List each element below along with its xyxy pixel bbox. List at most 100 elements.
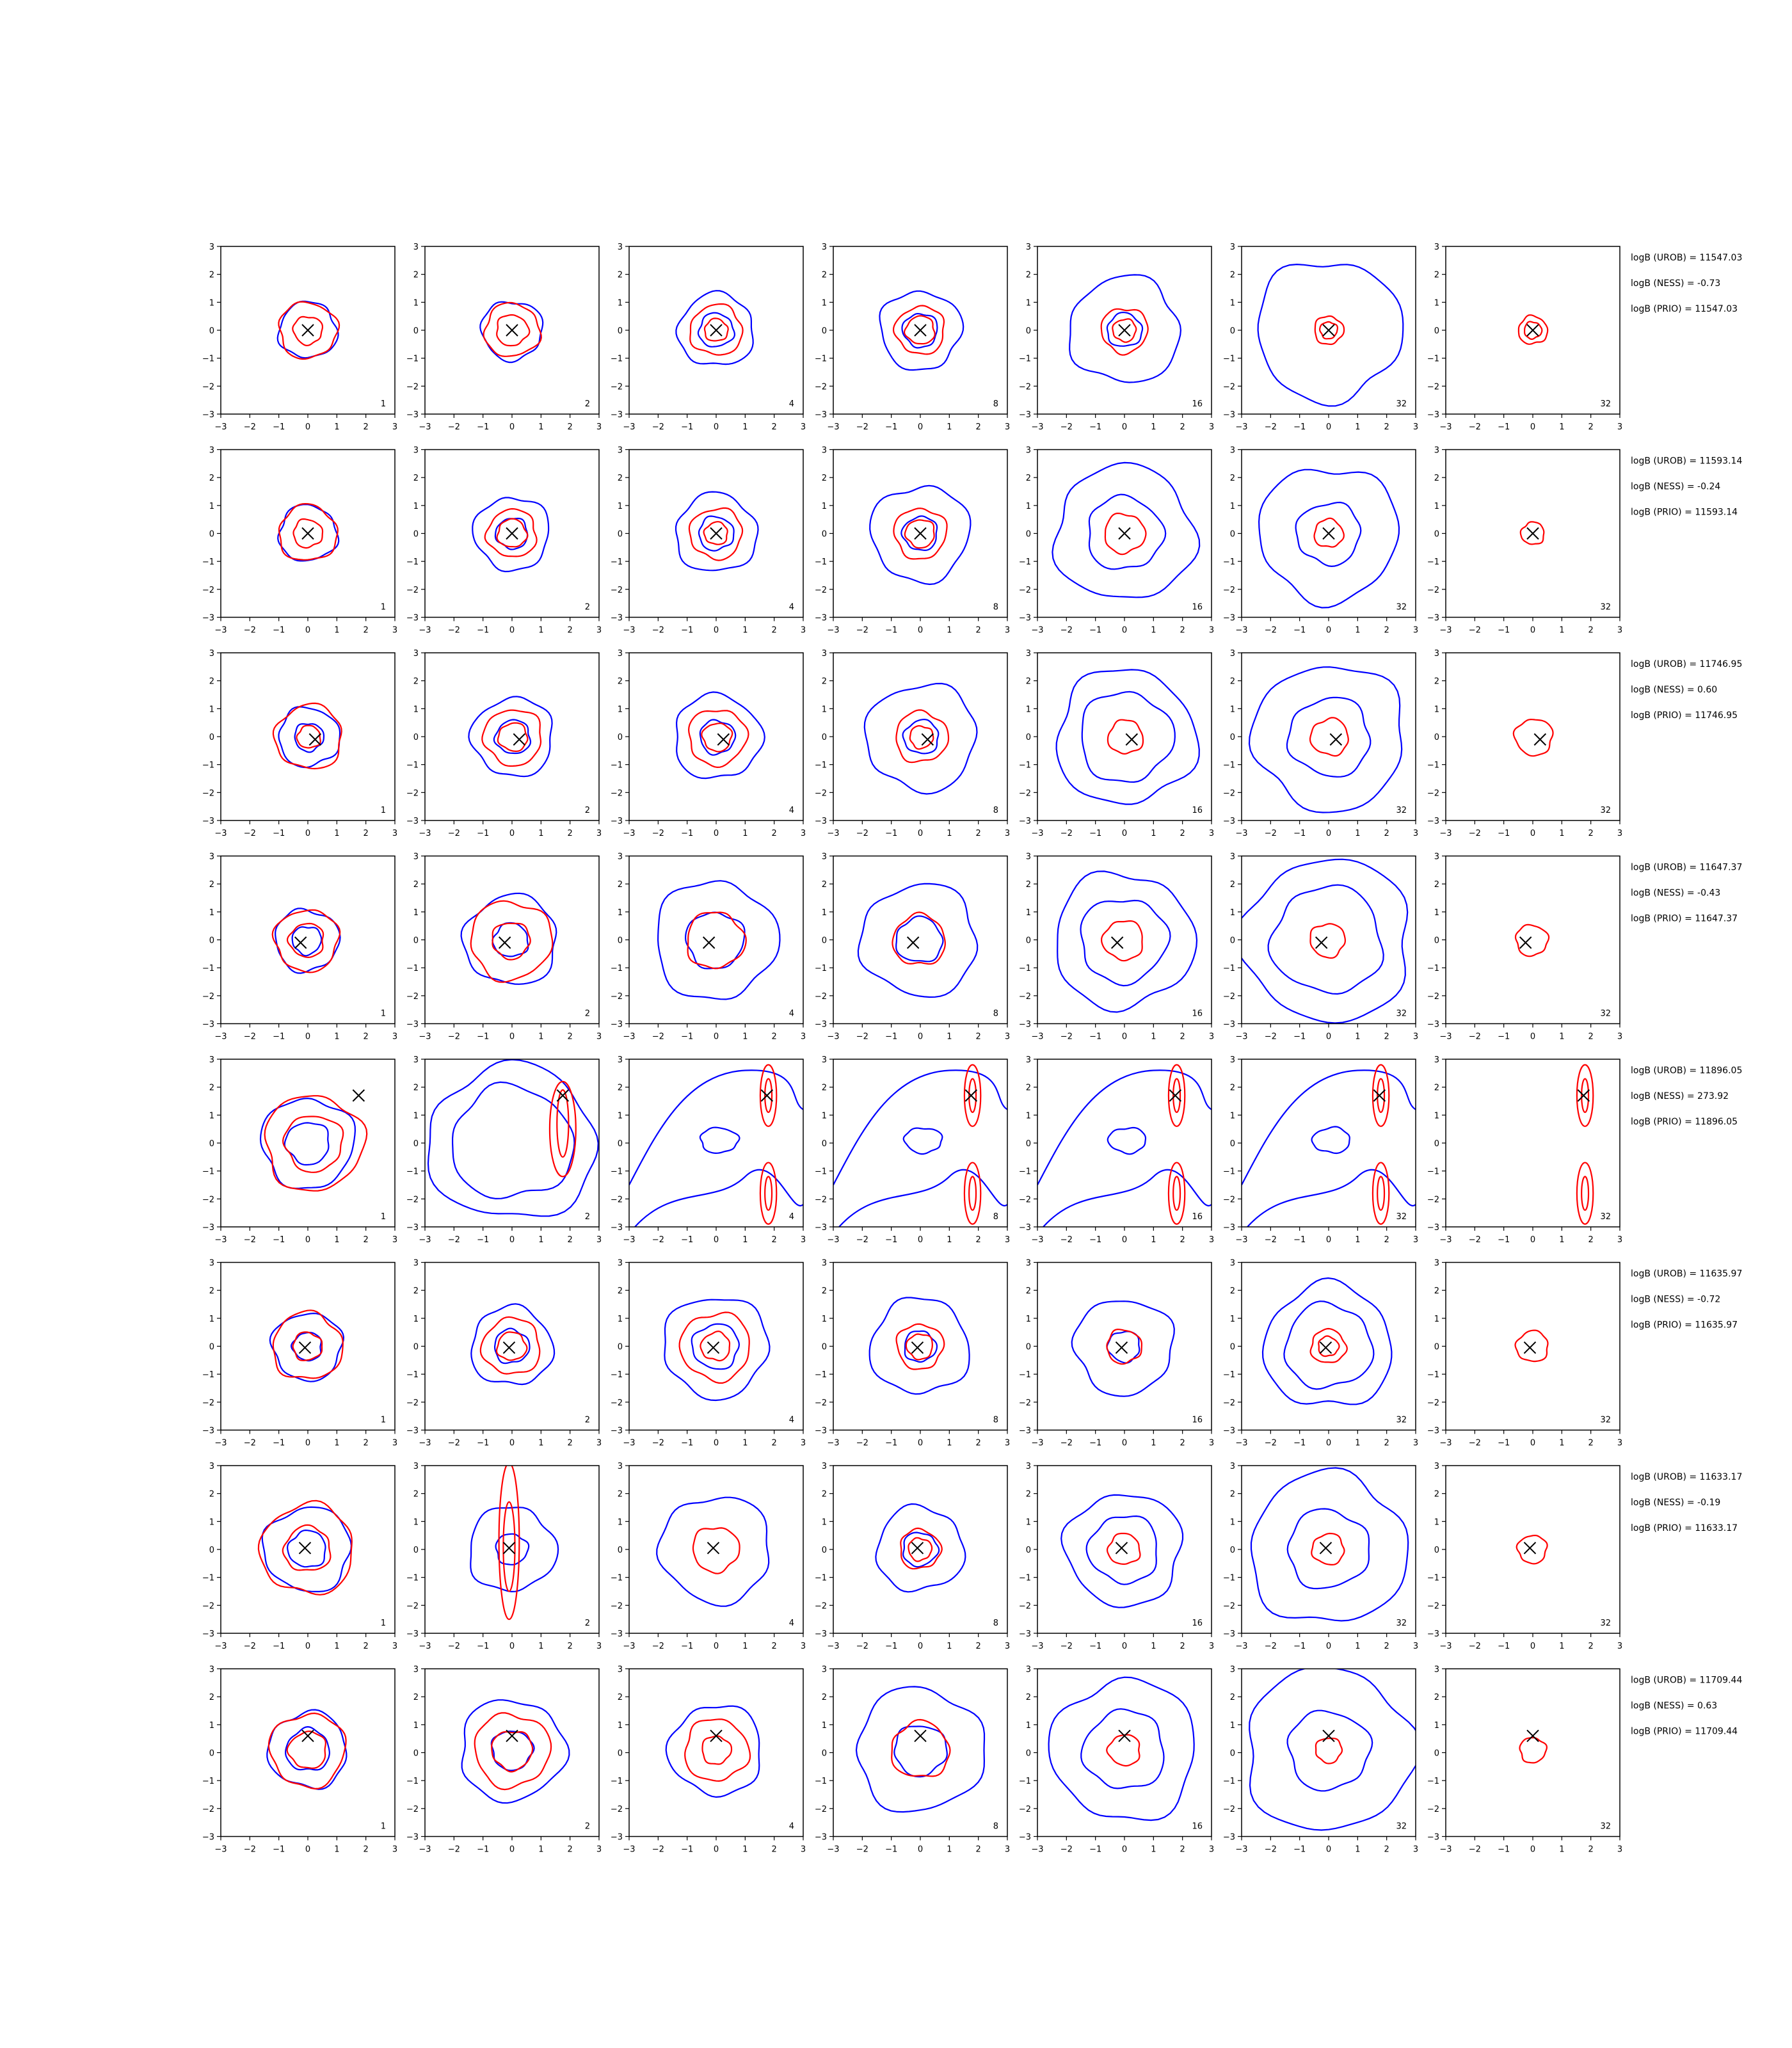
x-tick-label: −2 (1060, 1845, 1073, 1855)
axes-frame (1445, 1059, 1620, 1228)
panel-r5-c7: −3−3 −2 −2 −1 −1 0 0 1 1 2 2 3 3 32 (1427, 1055, 1622, 1245)
x-tick-label: −3 (214, 1439, 227, 1448)
x-tick-label: −2 (652, 829, 664, 838)
x-tick-label: 1 (947, 1032, 952, 1042)
x-tick-label: 2 (1180, 1845, 1185, 1855)
x-tick-label: 3 (1617, 1439, 1622, 1448)
x-tick-label: 1 (334, 1032, 339, 1042)
y-tick-label: −2 (815, 788, 827, 798)
y-tick-label: −3 (1427, 1020, 1439, 1030)
logb-annotation: logB (PRIO) = 11746.95 (1631, 710, 1738, 721)
x-tick-label: 2 (976, 1642, 981, 1651)
red-contour (496, 518, 529, 548)
axes-frame (220, 652, 396, 821)
x-tick-label: −1 (1089, 1845, 1101, 1855)
y-tick-label: −1 (611, 1574, 623, 1583)
x-tick-label: −2 (652, 1235, 664, 1245)
x-tick-label: −3 (1235, 1032, 1247, 1042)
blue-contour (863, 682, 978, 795)
red-contour (1372, 1064, 1390, 1127)
y-tick-label: 0 (413, 1749, 419, 1759)
x-tick-label: 1 (334, 1642, 339, 1651)
panel-label: 8 (993, 603, 998, 612)
blue-contour (284, 1122, 330, 1166)
blue-contour (1052, 461, 1201, 598)
panel-label: 32 (1396, 1619, 1407, 1628)
true-point-marker (1169, 1089, 1182, 1102)
y-tick-label: 3 (618, 243, 623, 252)
contour-area (470, 1303, 556, 1386)
contour-area (479, 301, 544, 364)
y-tick-label: −3 (611, 817, 623, 826)
x-tick-label: 1 (1151, 1642, 1156, 1651)
axes-frame (1037, 855, 1212, 1025)
red-contour (282, 1116, 344, 1173)
y-tick-label: 1 (413, 1111, 419, 1121)
panel-r5-c6: −3−3 −2 −2 −1 −1 0 0 1 1 2 2 3 3 32 (1223, 1055, 1418, 1245)
x-tick-label: 3 (1209, 626, 1214, 636)
panel-label: 2 (585, 1822, 590, 1832)
panel-r2-c3: −3−3 −2 −2 −1 −1 0 0 1 1 2 2 3 3 4 (611, 446, 806, 636)
true-point-marker (964, 1089, 978, 1102)
true-point-marker (1115, 1542, 1128, 1555)
contour-area (472, 497, 550, 573)
contour-area (1516, 1534, 1548, 1565)
contour-area (257, 1500, 353, 1596)
x-tick-label: 0 (305, 1845, 310, 1855)
red-contour (1172, 1176, 1181, 1211)
x-tick-label: 0 (918, 1032, 923, 1042)
red-contour (687, 710, 749, 769)
x-tick-label: −3 (1235, 1439, 1247, 1448)
y-tick-label: −3 (202, 1629, 214, 1639)
x-tick-label: 3 (1617, 1235, 1622, 1245)
x-tick-label: 3 (1005, 1032, 1010, 1042)
y-tick-label: −3 (202, 1020, 214, 1030)
y-tick-label: 1 (209, 1721, 214, 1731)
logb-annotation: logB (UROB) = 11633.17 (1631, 1472, 1742, 1482)
x-tick-label: −3 (623, 626, 635, 636)
x-tick-label: 2 (1180, 1642, 1185, 1651)
y-tick-label: 1 (209, 908, 214, 918)
logb-annotation: logB (UROB) = 11746.95 (1631, 659, 1742, 669)
x-tick-label: −3 (1031, 626, 1043, 636)
x-tick-label: 0 (1530, 422, 1535, 432)
true-point-marker (1329, 733, 1343, 746)
blue-contour (629, 1069, 803, 1186)
contour-area (675, 691, 765, 780)
red-contour (502, 1501, 516, 1592)
x-tick-label: 3 (392, 1439, 397, 1448)
x-tick-label: 1 (538, 1235, 543, 1245)
x-tick-label: −2 (856, 1845, 868, 1855)
x-tick-label: −3 (419, 1235, 431, 1245)
x-tick-label: 2 (364, 422, 369, 432)
y-tick-label: −3 (815, 1833, 827, 1843)
y-tick-label: 0 (1230, 936, 1235, 946)
red-contour (1106, 1734, 1140, 1767)
y-tick-label: −1 (815, 1370, 827, 1380)
x-tick-label: 1 (1559, 422, 1564, 432)
x-tick-label: 0 (509, 1845, 515, 1855)
y-tick-label: 1 (1230, 1517, 1235, 1527)
axes-frame (220, 1059, 396, 1228)
axes-frame (628, 652, 804, 821)
y-tick-label: 2 (618, 880, 623, 890)
x-tick-label: 3 (1005, 1642, 1010, 1651)
y-tick-label: 1 (209, 1315, 214, 1324)
y-tick-label: −1 (815, 964, 827, 973)
x-tick-label: 0 (1530, 1439, 1535, 1448)
red-contour (278, 301, 340, 360)
panel-label: 32 (1396, 399, 1407, 409)
panel-r8-c6: −3−3 −2 −2 −1 −1 0 0 1 1 2 2 3 3 32 (1223, 1665, 1418, 1855)
y-tick-label: 3 (822, 852, 827, 862)
x-tick-label: −3 (623, 422, 635, 432)
x-tick-label: −3 (827, 1845, 839, 1855)
y-tick-label: −2 (611, 1195, 623, 1204)
y-tick-label: 2 (1026, 1084, 1031, 1093)
logb-annotation: logB (PRIO) = 11647.37 (1631, 914, 1738, 924)
true-point-marker (1526, 324, 1539, 337)
x-tick-label: −2 (448, 422, 460, 432)
blue-contour (1080, 899, 1171, 987)
y-tick-label: 0 (1230, 1546, 1235, 1555)
red-contour (1576, 1162, 1594, 1225)
x-tick-label: −1 (1293, 1032, 1306, 1042)
